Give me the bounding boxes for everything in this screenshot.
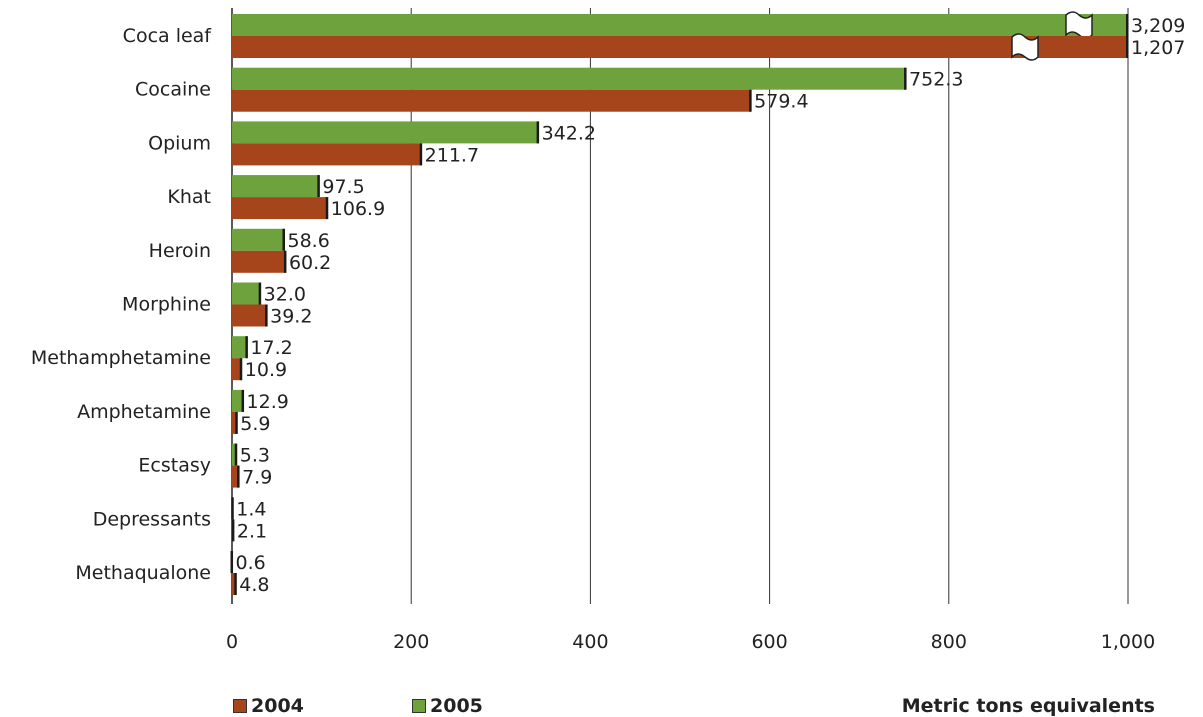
x-tick-label: 0 [226, 631, 238, 653]
category-label: Heroin [149, 240, 211, 262]
data-label-2005: 12.9 [247, 391, 289, 413]
data-label-2005: 58.6 [288, 230, 330, 252]
bar-2004 [232, 250, 286, 273]
x-tick-label: 400 [572, 631, 608, 653]
bar-end-cap [235, 411, 238, 434]
bar-2004 [232, 465, 240, 488]
category-label: Depressants [93, 508, 211, 530]
bar-end-cap [536, 121, 540, 144]
bar-2005 [232, 121, 539, 144]
bar-end-cap [325, 197, 329, 220]
data-label-2005: 32.0 [264, 284, 306, 306]
data-label-2004: 579.4 [754, 91, 808, 113]
bar-end-cap [234, 443, 238, 466]
legend-item-2004: 2004 [233, 695, 304, 717]
bar-end-cap [241, 389, 245, 412]
bar-end-cap [1126, 36, 1129, 58]
bar-end-cap [230, 551, 234, 573]
category-label: Opium [148, 132, 211, 154]
legend-label-2004: 2004 [251, 695, 304, 717]
bar-2005 [232, 336, 248, 359]
data-label-2004: 7.9 [242, 467, 272, 489]
bar-2004 [232, 411, 238, 434]
bar-end-cap [239, 358, 243, 381]
bar-end-cap [265, 304, 268, 327]
data-label-2005: 342.2 [542, 122, 596, 144]
bar-end-cap [245, 336, 248, 359]
bar-2004 [232, 36, 1128, 58]
bar-end-cap [1126, 14, 1129, 36]
bar-end-cap [234, 573, 237, 595]
bar-2005 [232, 67, 907, 90]
bar-end-cap [419, 143, 423, 166]
axis-break-icon [1011, 33, 1039, 61]
bar-end-cap [231, 519, 235, 542]
bar-end-cap [237, 465, 240, 488]
x-tick-label: 1,000 [1101, 631, 1155, 653]
bar-end-cap [258, 282, 262, 305]
bar-2004 [232, 197, 328, 220]
category-label: Morphine [122, 294, 211, 316]
data-label-2004: 211.7 [425, 144, 479, 166]
category-label: Methaqualone [75, 562, 211, 584]
category-label: Khat [167, 186, 211, 208]
bar-2004 [232, 358, 242, 381]
bar-2005 [232, 14, 1128, 36]
bar-2005 [232, 175, 320, 198]
legend-swatch-2004 [233, 699, 247, 713]
bar-end-cap [749, 89, 752, 112]
data-label-2005: 752.3 [909, 69, 963, 91]
data-label-2005: 97.5 [322, 176, 364, 198]
category-label: Amphetamine [77, 401, 211, 423]
data-label-2005: 1.4 [236, 498, 266, 520]
legend-item-2005: 2005 [412, 695, 483, 717]
x-tick-label: 600 [751, 631, 787, 653]
bar-2005 [232, 282, 261, 305]
bar-end-cap [317, 175, 320, 198]
x-axis-label: Metric tons equivalents [901, 695, 1155, 717]
bar-end-cap [904, 67, 907, 90]
bar-end-cap [231, 497, 234, 520]
category-label: Methamphetamine [31, 347, 211, 369]
data-label-2004: 106.9 [331, 198, 385, 220]
data-label-2005: 17.2 [250, 337, 292, 359]
category-label: Ecstasy [138, 455, 211, 477]
data-label-2004: 4.8 [239, 574, 269, 596]
legend-label-2005: 2005 [430, 695, 483, 717]
category-label: Cocaine [135, 79, 211, 101]
bar-end-cap [282, 228, 286, 251]
data-label-2005: 5.3 [240, 445, 270, 467]
bar-2004 [232, 573, 237, 595]
data-label-2004: 10.9 [245, 359, 287, 381]
data-label-2005: 0.6 [236, 552, 266, 574]
bar-2005 [232, 228, 285, 251]
data-label-2005: 3,209 [1131, 15, 1185, 37]
data-label-2004: 1,207 [1131, 37, 1185, 59]
data-label-2004: 39.2 [270, 306, 312, 328]
bars [230, 11, 1129, 595]
bar-end-cap [283, 250, 287, 273]
legend-swatch-2005 [412, 699, 426, 713]
bar-2005 [232, 443, 237, 466]
bar-2004 [232, 89, 752, 112]
axis-break-icon [1065, 11, 1093, 39]
x-tick-label: 200 [393, 631, 429, 653]
data-label-2004: 60.2 [289, 252, 331, 274]
x-tick-label: 800 [931, 631, 967, 653]
data-label-2004: 5.9 [240, 413, 270, 435]
bar-2004 [232, 304, 268, 327]
bar-2004 [232, 143, 422, 166]
category-label: Coca leaf [123, 25, 213, 47]
data-label-2004: 2.1 [237, 520, 267, 542]
bar-2005 [232, 389, 244, 412]
